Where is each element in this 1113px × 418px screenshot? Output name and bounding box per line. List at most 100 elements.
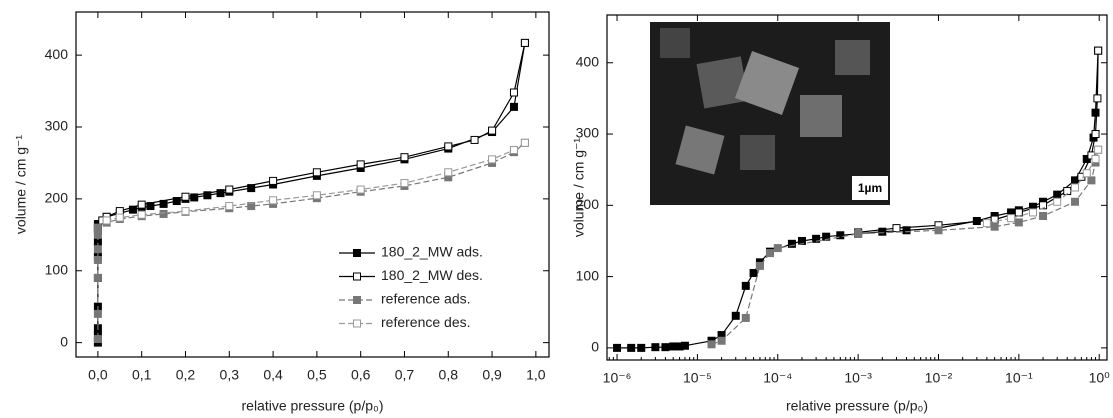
data-point [93, 335, 102, 344]
x-tick-label: 0,1 [132, 367, 152, 383]
x-tick-label: 10⁰ [1089, 370, 1111, 386]
data-point [1091, 108, 1100, 117]
scale-bar-box [852, 176, 888, 200]
x-tick-label: 0,9 [482, 367, 502, 383]
scale-bar-label: 1µm [858, 181, 882, 195]
y-tick-label: 300 [45, 118, 69, 134]
data-point [400, 153, 409, 162]
data-point [892, 224, 901, 233]
x-axis-label: relative pressure (p/p₀) [242, 398, 384, 414]
data-point [269, 176, 278, 185]
legend-label: reference ads. [381, 291, 471, 307]
data-point [509, 102, 518, 111]
data-point [822, 232, 831, 241]
data-point [1094, 46, 1103, 55]
x-tick-label: 0,3 [220, 367, 240, 383]
y-tick-label: 200 [45, 190, 69, 206]
x-tick-label: 10⁻³ [844, 370, 872, 386]
data-point [93, 230, 102, 239]
data-point [93, 255, 102, 264]
data-point [520, 138, 529, 147]
data-point [627, 343, 636, 352]
legend-marker [353, 249, 361, 257]
y-tick-label: 100 [45, 261, 69, 277]
data-point [172, 197, 181, 206]
data-point [225, 202, 234, 211]
series [102, 138, 529, 225]
data-point [661, 343, 670, 352]
data-point [203, 191, 212, 200]
data-point [159, 209, 168, 218]
y-tick-label: 400 [576, 53, 600, 69]
x-tick-label: 0,7 [395, 367, 415, 383]
data-point [1039, 212, 1048, 221]
data-point [470, 135, 479, 144]
data-point [93, 223, 102, 232]
series [93, 138, 529, 344]
plot-frame [75, 11, 550, 358]
series-line [97, 142, 526, 339]
data-point [717, 336, 726, 345]
legend-label: 180_2_MW ads. [381, 244, 483, 260]
y-tick-label: 0 [591, 339, 599, 355]
data-point [509, 146, 518, 154]
data-point [1014, 218, 1023, 227]
data-point [93, 273, 102, 282]
crystal [800, 95, 842, 137]
y-tick-label: 200 [576, 196, 600, 212]
series-line [711, 149, 1099, 345]
crystal [696, 56, 749, 109]
data-point [982, 219, 991, 228]
x-tick-label: 0,2 [176, 367, 196, 383]
series-line [106, 142, 526, 221]
crystal [660, 28, 690, 58]
data-point [990, 222, 999, 231]
data-point [488, 126, 497, 135]
data-point [312, 168, 321, 177]
legend-marker [353, 296, 361, 304]
data-point [1093, 94, 1102, 103]
data-point [444, 142, 453, 151]
crystal [835, 40, 870, 75]
data-point [93, 245, 102, 254]
data-point [1087, 176, 1096, 185]
data-point [902, 226, 911, 235]
data-point [1091, 154, 1100, 163]
data-point [878, 227, 887, 236]
data-point [137, 210, 146, 219]
crystal [740, 135, 775, 170]
x-tick-label: 10⁻² [925, 370, 953, 386]
data-point [680, 341, 689, 350]
data-point [854, 229, 863, 238]
x-tick-label: 0,8 [439, 367, 459, 383]
data-point [269, 196, 278, 205]
series-line [858, 50, 1099, 233]
data-point [247, 202, 256, 211]
data-point [216, 189, 225, 198]
sem-inset: 1µm [650, 22, 890, 205]
data-point [787, 239, 796, 248]
data-point [520, 38, 529, 47]
data-point [749, 269, 758, 278]
data-point [128, 205, 137, 214]
data-point [741, 313, 750, 322]
data-point [1014, 208, 1023, 217]
data-point [934, 226, 943, 235]
data-point [1053, 197, 1062, 206]
y-tick-label: 0 [60, 333, 68, 349]
legend-marker [353, 319, 361, 328]
crystal [734, 50, 800, 116]
y-tick-label: 400 [45, 46, 69, 62]
legend-label: 180_2_MW des. [381, 267, 483, 283]
data-point [741, 281, 750, 290]
series [854, 46, 1103, 237]
data-point [1094, 145, 1103, 154]
y-tick-label: 300 [576, 125, 600, 141]
data-point [115, 213, 124, 222]
x-tick-label: 10⁻¹ [1005, 370, 1033, 386]
data-point [356, 160, 365, 169]
data-point [637, 343, 646, 352]
data-point [836, 231, 845, 240]
data-point [225, 185, 234, 194]
